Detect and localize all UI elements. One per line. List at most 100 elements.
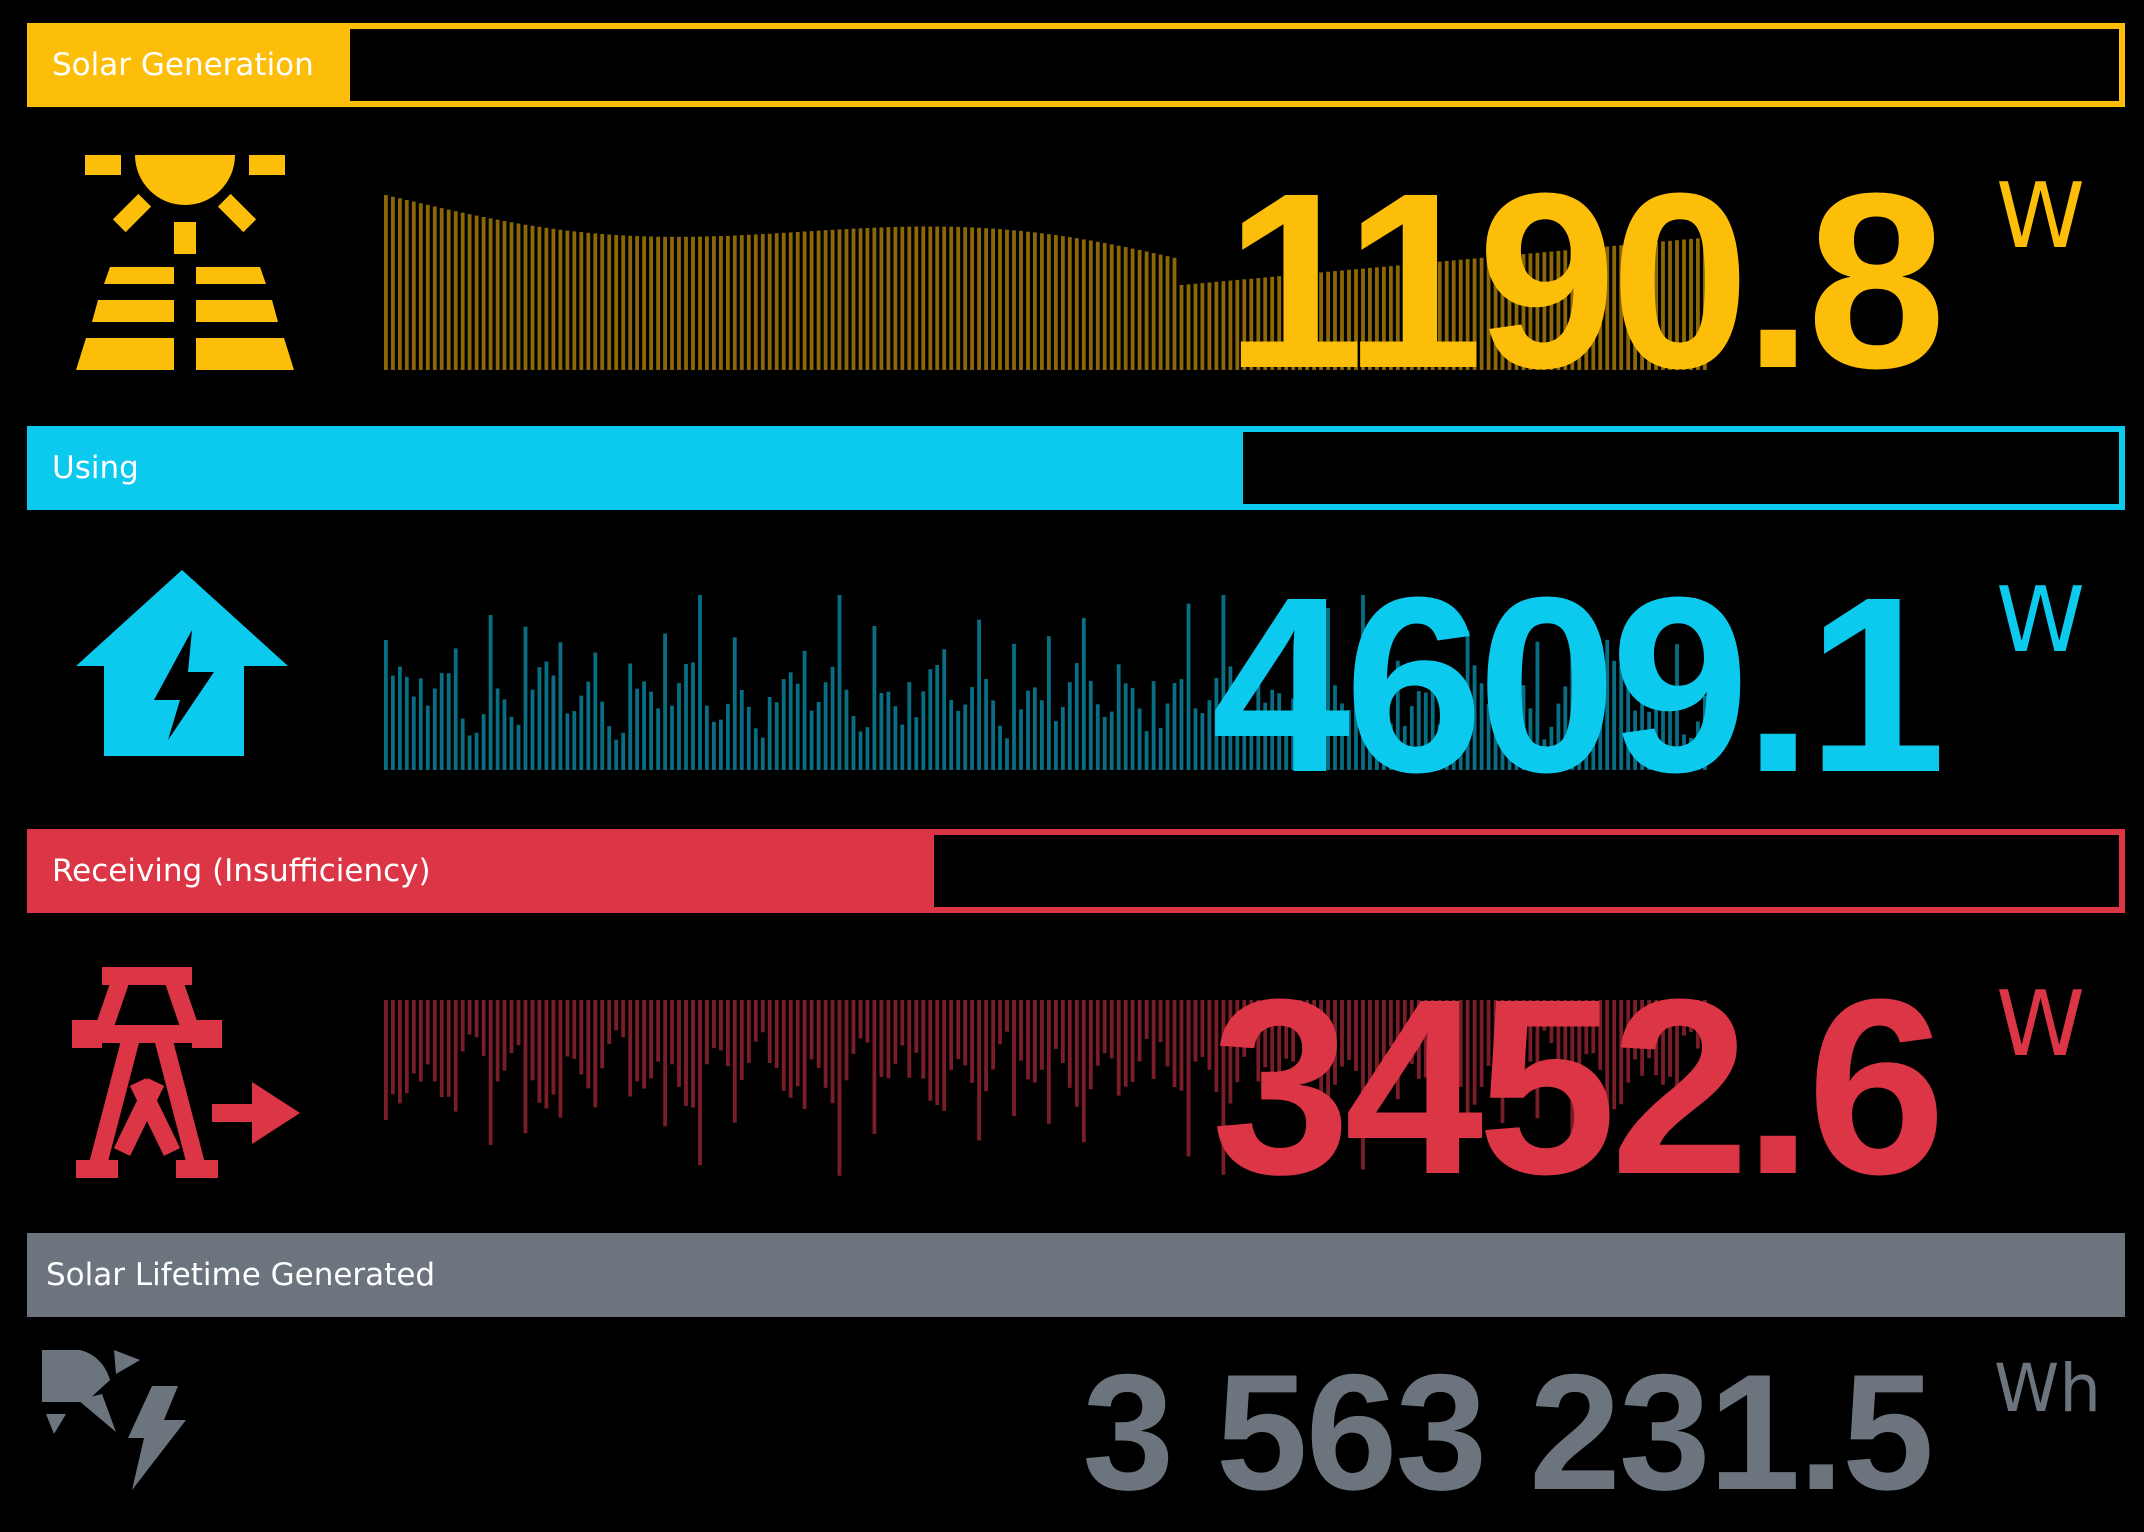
history-bar	[1319, 1000, 1323, 1097]
history-bar	[1067, 682, 1072, 770]
history-bar	[621, 1000, 626, 1038]
history-bar	[1312, 273, 1316, 370]
history-bar	[705, 236, 709, 370]
history-bar	[579, 1000, 584, 1075]
using-label: Using	[52, 450, 139, 486]
history-bar	[991, 700, 995, 770]
history-bar	[746, 1000, 751, 1064]
history-bar	[1284, 711, 1289, 770]
history-bar	[1458, 683, 1463, 770]
solar-history-sparkline	[384, 195, 1707, 370]
history-bar	[1249, 726, 1254, 770]
history-bar	[1472, 1000, 1477, 1105]
history-bar	[1277, 1000, 1282, 1077]
history-bar	[425, 204, 430, 370]
history-bar	[579, 695, 584, 770]
history-bar	[1054, 1000, 1058, 1049]
history-bar	[1549, 726, 1554, 770]
history-bar	[1088, 680, 1093, 770]
history-bar	[523, 224, 528, 370]
history-bar	[593, 652, 598, 770]
history-bar	[1298, 735, 1302, 770]
history-bar	[516, 223, 521, 370]
history-bar	[523, 1000, 528, 1134]
history-bar	[1514, 254, 1519, 370]
history-bar	[1012, 1000, 1016, 1117]
history-bar	[684, 1000, 688, 1106]
history-bar	[956, 710, 961, 770]
history-bar	[1123, 247, 1128, 370]
history-bar	[621, 235, 626, 370]
history-bar	[1689, 737, 1693, 770]
history-bar	[1619, 1000, 1624, 1105]
history-bar	[1444, 726, 1449, 770]
history-bar	[684, 236, 688, 370]
history-bar	[600, 234, 605, 370]
history-bar	[614, 739, 619, 770]
history-bar	[1689, 238, 1693, 370]
history-bar	[1270, 689, 1275, 770]
history-bar	[607, 1000, 612, 1044]
history-bar	[1430, 262, 1435, 370]
history-bar	[774, 702, 779, 770]
history-bar	[879, 1000, 884, 1077]
history-bar	[1598, 247, 1603, 370]
history-bar	[1570, 615, 1575, 770]
history-bar	[1074, 663, 1079, 770]
history-bar	[935, 1000, 940, 1105]
history-bar	[509, 1000, 514, 1054]
history-bar	[900, 1000, 905, 1046]
history-bar	[502, 699, 507, 770]
history-bar	[1151, 1000, 1156, 1079]
history-bar	[1444, 261, 1449, 370]
history-bar	[851, 228, 856, 370]
history-bar	[712, 236, 716, 370]
history-bar	[1263, 1000, 1268, 1068]
history-bar	[1186, 284, 1191, 370]
history-bar	[914, 226, 919, 370]
history-bar	[1507, 255, 1512, 370]
history-bar	[481, 1000, 486, 1056]
history-bar	[746, 234, 751, 370]
history-bar	[649, 1000, 653, 1079]
history-bar	[1207, 282, 1212, 370]
history-bar	[942, 1000, 947, 1111]
history-bar	[1584, 1000, 1589, 1055]
history-bar	[1067, 1000, 1072, 1088]
history-bar	[942, 649, 947, 770]
history-bar	[481, 217, 486, 370]
history-bar	[656, 1000, 660, 1062]
history-bar	[991, 228, 995, 370]
history-bar	[677, 683, 681, 770]
history-bar	[816, 230, 821, 370]
history-bar	[949, 700, 954, 770]
history-bar	[607, 726, 612, 770]
history-bar	[809, 231, 814, 370]
history-bar	[1207, 700, 1212, 770]
history-bar	[844, 229, 849, 370]
history-bar	[893, 706, 898, 770]
history-bar	[851, 1000, 856, 1054]
history-bar	[1521, 685, 1526, 770]
history-bar	[1137, 708, 1142, 770]
history-bar	[1172, 257, 1177, 370]
history-bar	[691, 236, 695, 370]
history-bar	[1026, 690, 1030, 770]
history-bar	[1284, 275, 1289, 370]
history-bar	[474, 1000, 479, 1038]
history-bar	[1375, 675, 1379, 770]
history-bar	[935, 665, 940, 770]
history-bar	[460, 1000, 465, 1052]
history-bar	[1612, 660, 1617, 770]
history-bar	[1605, 639, 1610, 770]
history-bar	[1081, 617, 1086, 770]
history-bar	[1291, 1000, 1296, 1062]
history-bar	[1054, 721, 1058, 770]
history-bar	[1333, 271, 1337, 370]
history-bar	[739, 1000, 744, 1080]
history-bar	[1033, 1000, 1037, 1083]
history-bar	[1409, 706, 1414, 770]
receiving-power-value: 3452.6	[1211, 947, 1946, 1226]
history-bar	[816, 1000, 821, 1068]
history-bar	[712, 1000, 716, 1049]
